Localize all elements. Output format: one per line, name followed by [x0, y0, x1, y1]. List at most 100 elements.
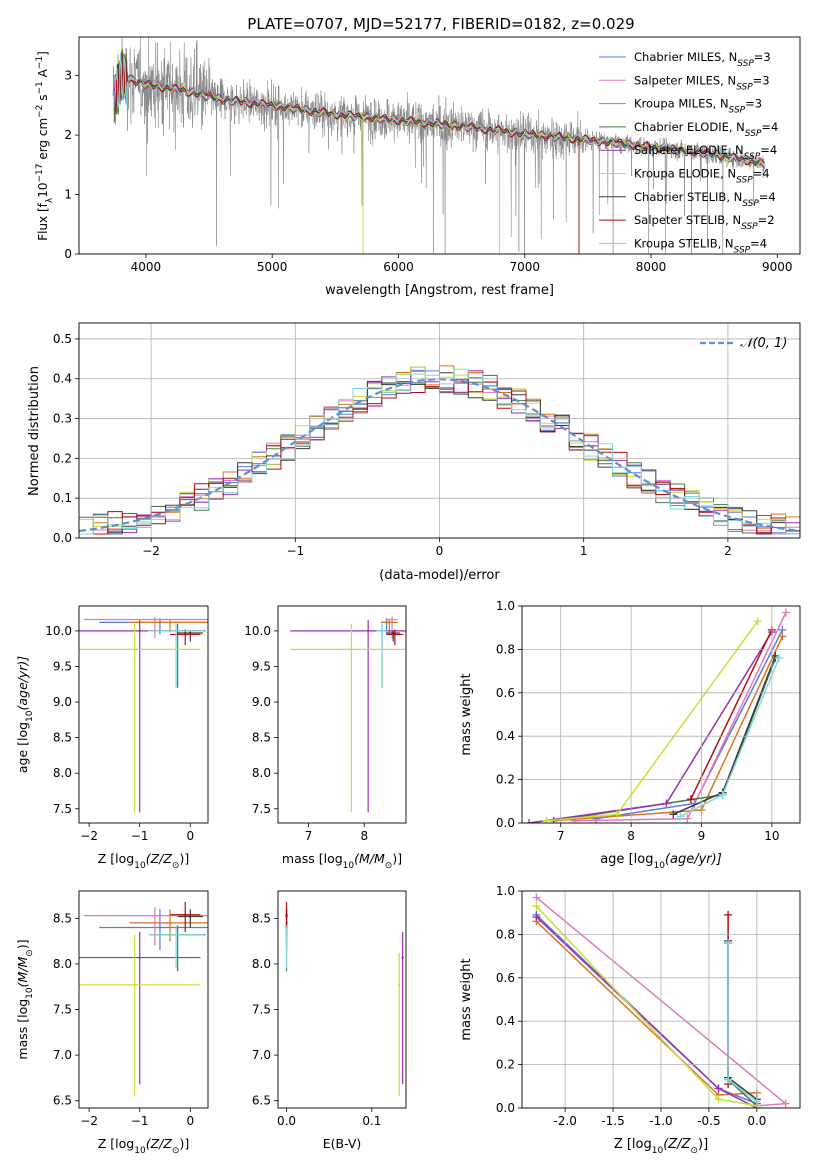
data-point: [401, 956, 404, 959]
x-tick-label: 0.1: [362, 1114, 381, 1128]
x-tick-label: −2: [142, 544, 160, 558]
plus-marker: [532, 902, 541, 911]
plus-marker: [718, 790, 727, 799]
legend-entry: 𝒩(0, 1): [740, 336, 787, 351]
legend-entry-part: =3: [754, 50, 771, 64]
data-point: [350, 648, 353, 651]
legend-entry-part: SSP: [745, 129, 762, 139]
y-tick-label: 0.0: [496, 816, 515, 830]
axes-frame: [277, 890, 407, 1109]
histogram-step-5: [79, 366, 800, 533]
data-point: [133, 648, 136, 651]
y-tick-label: 8.0: [53, 766, 72, 780]
legend-entry: Salpeter MILES, NSSP=3: [634, 73, 770, 92]
y-axis-label-part: −1: [35, 81, 45, 94]
legend-entry-part: SSP: [736, 82, 753, 92]
y-tick-label: 1.0: [496, 599, 515, 613]
y-tick-label: 0.3: [53, 412, 72, 426]
y-tick-label: 0.1: [53, 491, 72, 505]
y-axis-label-part: ]: [36, 51, 50, 56]
plus-marker: [781, 1099, 790, 1108]
y-tick-label: 8.5: [252, 731, 271, 745]
plus-marker: [753, 617, 762, 626]
plus-marker: [714, 1084, 723, 1093]
y-axis-label-part: Flux [f: [36, 202, 50, 240]
legend-entry-part: Kroupa MILES, N: [634, 97, 729, 111]
x-tick-label: 7: [557, 829, 565, 843]
axes-frame: [78, 36, 801, 255]
plus-marker: [662, 799, 671, 808]
age_vs_mass-axes: 7 8 7.5 8.0 8.5 9.0 9.5 10.0 mass [log10(M/M⊙)]: [244, 605, 407, 871]
y-tick-label: 8.5: [252, 911, 271, 925]
y-axis-label-part: 10: [25, 987, 35, 999]
mass_vs_Z-plot-area: [79, 901, 208, 1097]
legend-entry: Chabrier ELODIE, NSSP=4: [634, 120, 778, 139]
y-axis-label-part: s: [36, 95, 50, 105]
y-tick-label: 8.5: [53, 911, 72, 925]
data-point: [392, 631, 395, 635]
axes-frame: [277, 605, 407, 824]
x-tick-label: −1: [286, 544, 304, 558]
x-axis-label: (data-model)/error: [379, 568, 500, 583]
y-axis-label-part: −17: [35, 164, 45, 183]
y-axis-label-part: (age/yr)]: [15, 656, 30, 711]
model-line-4: [114, 52, 765, 168]
x-tick-label: 5000: [257, 260, 288, 274]
plus-marker: [724, 910, 733, 919]
x-axis-label-part: (Z/Z: [146, 851, 173, 866]
legend-entry: Chabrier MILES, NSSP=3: [634, 50, 771, 69]
y-tick-label: 1: [64, 188, 72, 202]
axes-frame: [78, 605, 209, 824]
x-axis-label-part: Z [log: [614, 1137, 652, 1152]
x-tick-label: 0.0: [747, 1114, 766, 1128]
y-tick-label: 7.5: [252, 1003, 271, 1017]
y-tick-label: 2: [64, 128, 72, 142]
axes-frame: [521, 605, 801, 824]
x-axis-label-part: (age/yr)]: [665, 852, 722, 867]
legend-entry-part: =4: [750, 236, 767, 250]
y-axis-label-part: −1: [35, 56, 45, 69]
x-axis-label-part: (Z/Z: [663, 1137, 691, 1152]
x-tick-label: 8: [360, 829, 368, 843]
plus-marker: [525, 819, 534, 823]
model-line-7: [115, 54, 765, 166]
model-line-8: [115, 54, 765, 167]
residuals-axes: −2 −1 0 1 2 0.0 0.1 0.2 0.3 0.4 0.5 (data-model)/er…: [27, 322, 801, 583]
age_vs_Z-plot-area: [79, 616, 208, 813]
x-tick-label: 10: [764, 829, 779, 843]
x-axis-label-part: ⊙: [172, 861, 180, 871]
x-axis-label-part: (Z/Z: [146, 1136, 173, 1151]
legend-entry-part: Kroupa ELODIE, N: [634, 167, 736, 181]
plus-marker: [532, 893, 541, 902]
y-tick-label: 7.0: [252, 1048, 271, 1062]
x-axis-label: mass [log10(M/M⊙)]: [282, 851, 402, 871]
x-axis-label-part: (M/M: [354, 851, 385, 866]
data-point: [174, 933, 178, 936]
legend-entry-part: Chabrier STELIB, N: [634, 190, 742, 204]
y-tick-label: 7.0: [53, 1048, 72, 1062]
legend-entry-part: SSP: [729, 106, 746, 116]
data-point: [366, 629, 370, 633]
y-tick-label: 0.6: [496, 971, 515, 985]
legend-entry: Kroupa STELIB, NSSP=4: [634, 236, 767, 255]
y-tick-label: 10.0: [45, 624, 72, 638]
legend-entry: Chabrier STELIB, NSSP=4: [634, 190, 776, 209]
data-point: [285, 933, 288, 936]
data-point: [189, 631, 192, 635]
legend-entry-part: Salpeter ELODIE, N: [634, 143, 744, 157]
plus-marker: [669, 810, 678, 819]
x-axis-label: age [log10(age/yr)]: [600, 852, 722, 871]
figure-title: PLATE=0707, MJD=52177, FIBERID=0182, z=0…: [247, 15, 634, 33]
legend-entry-part: =3: [745, 97, 762, 111]
x-tick-label: 9: [698, 829, 706, 843]
legend-entry-part: SSP: [742, 199, 759, 209]
y-axis-label: age [log10(age/yr)]: [15, 656, 35, 773]
weight-line-8: [680, 657, 780, 818]
x-axis-label-part: )]: [698, 1137, 708, 1152]
data-point: [153, 618, 157, 621]
y-axis-label: mass [log10(M/M⊙)]: [15, 939, 35, 1059]
x-axis-label-part: ⊙: [385, 861, 393, 871]
data-point: [380, 629, 384, 633]
